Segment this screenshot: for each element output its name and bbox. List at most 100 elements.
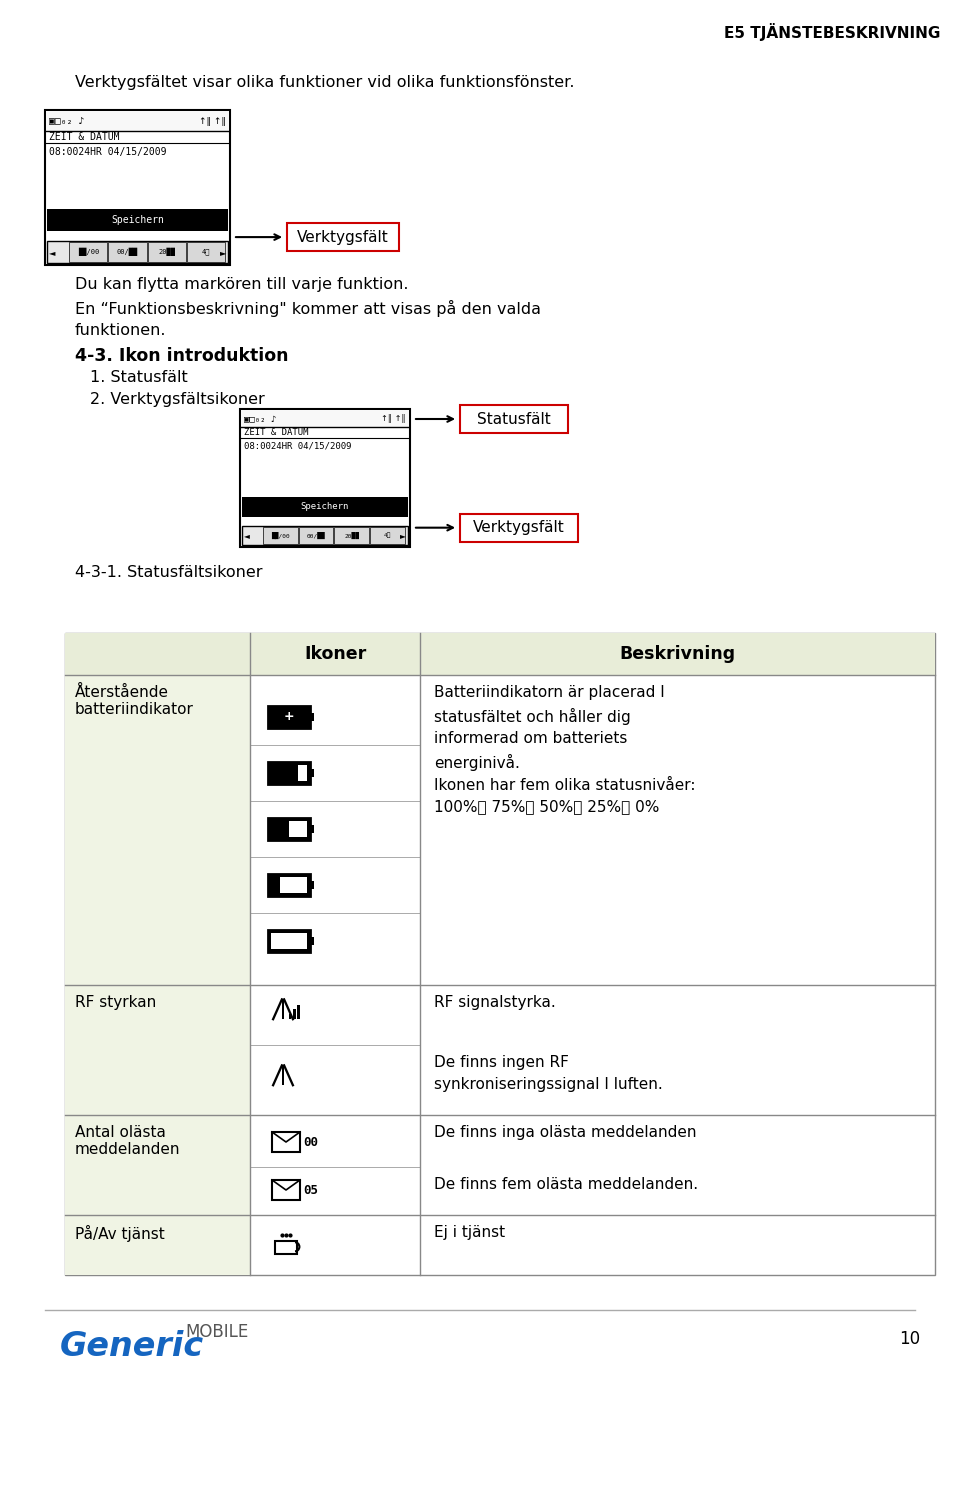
Text: 2. Verktygsfältsikoner: 2. Verktygsfältsikoner	[90, 392, 265, 407]
Bar	[263, 527, 298, 544]
Bar	[268, 930, 310, 952]
Text: MOBILE: MOBILE	[185, 1323, 249, 1341]
Bar	[46, 111, 229, 131]
Text: 00/██: 00/██	[117, 248, 138, 257]
Text: ↑‖ ↑‖: ↑‖ ↑‖	[199, 116, 226, 126]
Bar	[65, 985, 250, 1115]
Text: ██/00: ██/00	[78, 248, 99, 257]
Text: ◄: ◄	[244, 530, 250, 541]
Text: 05: 05	[303, 1184, 318, 1197]
Bar	[460, 405, 568, 434]
Bar	[287, 223, 399, 251]
Bar	[65, 633, 935, 676]
Text: Speichern: Speichern	[300, 502, 349, 511]
Bar	[310, 769, 314, 778]
Text: En “Funktionsbeskrivning" kommer att visas på den valda: En “Funktionsbeskrivning" kommer att vis…	[75, 300, 541, 316]
Text: 00/██: 00/██	[306, 532, 325, 539]
Bar	[47, 209, 228, 230]
Bar	[268, 705, 310, 728]
Bar	[271, 878, 280, 892]
Bar	[460, 514, 578, 542]
Text: 08:0024HR 04/15/2009: 08:0024HR 04/15/2009	[244, 441, 351, 450]
Text: 4-3-1. Statusfältsikoner: 4-3-1. Statusfältsikoner	[75, 564, 262, 581]
Bar	[310, 937, 314, 946]
Bar	[299, 527, 333, 544]
Bar	[268, 762, 310, 784]
Bar	[334, 527, 370, 544]
Text: E5 TJÄNSTEBESKRIVNING: E5 TJÄNSTEBESKRIVNING	[724, 22, 940, 42]
Text: Speichern: Speichern	[111, 215, 164, 226]
Text: 20██: 20██	[158, 248, 175, 257]
Text: Verktygsfält: Verktygsfält	[298, 230, 389, 245]
Text: Beskrivning: Beskrivning	[619, 644, 735, 662]
Bar	[271, 821, 307, 838]
Bar	[298, 1005, 300, 1019]
Bar	[282, 999, 284, 1019]
Bar	[186, 242, 225, 261]
Bar	[108, 242, 147, 261]
Bar	[271, 708, 307, 725]
Bar	[65, 1115, 250, 1215]
Bar	[271, 708, 307, 725]
Text: ZEIT & DATUM: ZEIT & DATUM	[244, 428, 308, 437]
Text: 10: 10	[899, 1331, 920, 1348]
Text: 08:0024HR 04/15/2009: 08:0024HR 04/15/2009	[49, 147, 166, 156]
Text: 20██: 20██	[345, 532, 359, 539]
Text: Batteriindikatorn är placerad I
statusfältet och håller dig
informerad om batter: Batteriindikatorn är placerad I statusfä…	[434, 685, 695, 814]
Text: De finns inga olästa meddelanden: De finns inga olästa meddelanden	[434, 1126, 697, 1140]
Bar	[65, 633, 935, 1276]
Text: 4-3. Ikon introduktion: 4-3. Ikon introduktion	[75, 347, 289, 365]
Text: RF signalstyrka.: RF signalstyrka.	[434, 995, 556, 1010]
Text: Verktygsfält: Verktygsfält	[473, 520, 564, 535]
Bar	[271, 765, 307, 781]
Text: Verktygsfältet visar olika funktioner vid olika funktionsfönster.: Verktygsfältet visar olika funktioner vi…	[75, 76, 574, 91]
Text: De finns ingen RF
synkroniseringssignal I luften.: De finns ingen RF synkroniseringssignal …	[434, 1054, 662, 1091]
Bar	[47, 241, 228, 263]
Bar	[271, 765, 298, 781]
Text: Generic: Generic	[60, 1331, 204, 1363]
Bar	[240, 408, 410, 546]
Text: funktionen.: funktionen.	[75, 324, 166, 339]
Text: 1. Statusfält: 1. Statusfält	[90, 370, 188, 385]
Text: ►: ►	[400, 530, 406, 541]
Text: Statusfält: Statusfält	[477, 411, 551, 426]
Text: ►: ►	[220, 248, 226, 257]
Bar	[65, 1215, 250, 1276]
Bar	[65, 676, 250, 985]
Text: 4日: 4日	[384, 533, 392, 538]
Bar	[272, 1132, 300, 1152]
Bar	[310, 881, 314, 890]
Bar	[371, 527, 405, 544]
Text: ↑‖ ↑‖: ↑‖ ↑‖	[381, 414, 406, 423]
Text: På/Av tjänst: På/Av tjänst	[75, 1225, 165, 1241]
Text: RF styrkan: RF styrkan	[75, 995, 156, 1010]
Bar	[272, 1181, 300, 1200]
Text: ZEIT & DATUM: ZEIT & DATUM	[49, 132, 119, 143]
Text: ◄: ◄	[49, 248, 56, 257]
Bar	[310, 824, 314, 833]
Text: Ikoner: Ikoner	[304, 644, 366, 662]
Text: Du kan flytta markören till varje funktion.: Du kan flytta markören till varje funkti…	[75, 278, 409, 293]
Bar	[69, 242, 108, 261]
Text: Återstående
batteriindikator: Återstående batteriindikator	[75, 685, 194, 717]
Bar	[45, 110, 230, 264]
Text: 00: 00	[303, 1136, 318, 1148]
Text: +: +	[284, 710, 295, 723]
Text: ▣□₀₂ ♪: ▣□₀₂ ♪	[49, 116, 84, 126]
Bar	[241, 410, 409, 428]
Bar	[282, 1065, 284, 1086]
Text: De finns fem olästa meddelanden.: De finns fem olästa meddelanden.	[434, 1178, 698, 1192]
Text: 4日: 4日	[202, 249, 210, 255]
Text: Ej i tjänst: Ej i tjänst	[434, 1225, 505, 1240]
Bar	[275, 1241, 297, 1253]
Bar	[310, 713, 314, 722]
Bar	[148, 242, 185, 261]
Bar	[293, 1010, 296, 1019]
Text: Antal olästa
meddelanden: Antal olästa meddelanden	[75, 1126, 180, 1157]
Text: ██/00: ██/00	[271, 532, 290, 539]
Bar	[242, 526, 408, 545]
Bar	[271, 933, 307, 949]
Bar	[242, 497, 408, 517]
Text: ▣□₀₂ ♪: ▣□₀₂ ♪	[244, 414, 276, 423]
Bar	[271, 821, 289, 838]
